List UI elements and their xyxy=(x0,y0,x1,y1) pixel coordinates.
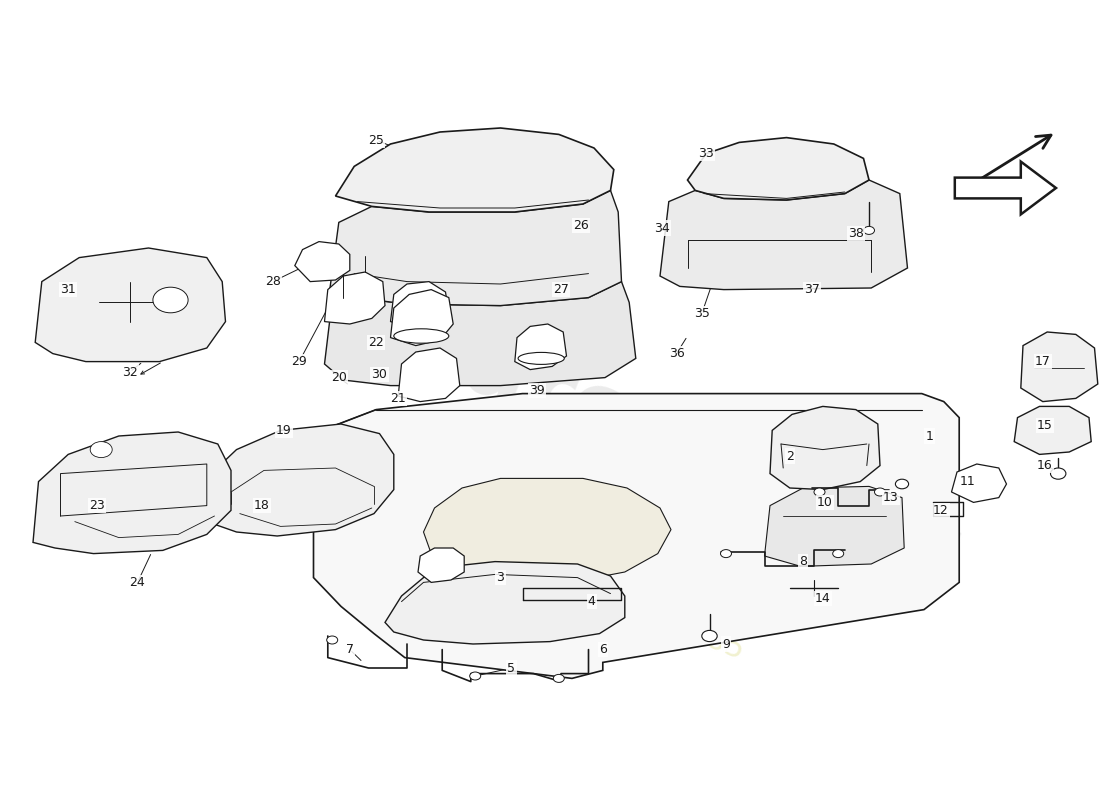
Polygon shape xyxy=(955,162,1056,214)
Polygon shape xyxy=(314,394,959,678)
Polygon shape xyxy=(33,432,231,554)
Polygon shape xyxy=(660,180,908,290)
Text: 14: 14 xyxy=(815,592,830,605)
Text: 19: 19 xyxy=(276,424,292,437)
Text: 1: 1 xyxy=(925,430,934,442)
Text: 36: 36 xyxy=(669,347,684,360)
Text: 2: 2 xyxy=(785,450,794,462)
Text: 7: 7 xyxy=(345,643,354,656)
Circle shape xyxy=(864,226,874,234)
Ellipse shape xyxy=(518,352,564,364)
Text: 26: 26 xyxy=(573,219,588,232)
Text: 17: 17 xyxy=(1035,355,1050,368)
Text: 34: 34 xyxy=(654,222,670,234)
Circle shape xyxy=(553,674,564,682)
Text: 29: 29 xyxy=(292,355,307,368)
Text: 32: 32 xyxy=(122,366,138,378)
Text: 9: 9 xyxy=(722,638,730,650)
Text: 23: 23 xyxy=(89,499,104,512)
Polygon shape xyxy=(390,282,449,326)
Polygon shape xyxy=(418,548,464,582)
Text: 4: 4 xyxy=(587,595,596,608)
Text: eurospares: eurospares xyxy=(388,294,976,602)
Text: 15: 15 xyxy=(1037,419,1053,432)
Circle shape xyxy=(470,672,481,680)
Polygon shape xyxy=(515,324,566,370)
Circle shape xyxy=(720,550,732,558)
Circle shape xyxy=(702,630,717,642)
Text: 20: 20 xyxy=(331,371,346,384)
Polygon shape xyxy=(1021,332,1098,402)
Text: 21: 21 xyxy=(390,392,406,405)
Text: 3: 3 xyxy=(496,571,505,584)
Text: 11: 11 xyxy=(960,475,976,488)
Circle shape xyxy=(90,442,112,458)
Polygon shape xyxy=(385,562,625,644)
Text: 16: 16 xyxy=(1037,459,1053,472)
Circle shape xyxy=(833,550,844,558)
Polygon shape xyxy=(330,190,622,306)
Text: 33: 33 xyxy=(698,147,714,160)
Polygon shape xyxy=(424,478,671,580)
Text: 27: 27 xyxy=(553,283,569,296)
Polygon shape xyxy=(390,290,453,346)
Polygon shape xyxy=(295,242,350,282)
Circle shape xyxy=(327,636,338,644)
Polygon shape xyxy=(1014,406,1091,454)
Text: 10: 10 xyxy=(817,496,833,509)
Circle shape xyxy=(814,488,825,496)
Polygon shape xyxy=(770,406,880,490)
Text: 30: 30 xyxy=(372,368,387,381)
Text: 28: 28 xyxy=(265,275,280,288)
Polygon shape xyxy=(324,272,385,324)
Text: 8: 8 xyxy=(799,555,807,568)
Polygon shape xyxy=(764,486,904,566)
Text: 13: 13 xyxy=(883,491,899,504)
Polygon shape xyxy=(952,464,1006,502)
Text: 24: 24 xyxy=(130,576,145,589)
Text: 22: 22 xyxy=(368,336,384,349)
Polygon shape xyxy=(35,248,226,362)
Text: 25: 25 xyxy=(368,134,384,146)
Circle shape xyxy=(1050,468,1066,479)
Text: a passion since 1985: a passion since 1985 xyxy=(440,518,748,666)
Polygon shape xyxy=(398,348,460,402)
Ellipse shape xyxy=(394,329,449,343)
Polygon shape xyxy=(336,128,614,212)
Circle shape xyxy=(153,287,188,313)
Text: 5: 5 xyxy=(507,662,516,674)
Text: 37: 37 xyxy=(804,283,820,296)
Text: 39: 39 xyxy=(529,384,544,397)
Text: 31: 31 xyxy=(60,283,76,296)
Polygon shape xyxy=(324,282,636,386)
Text: 12: 12 xyxy=(933,504,948,517)
Circle shape xyxy=(895,479,909,489)
Text: 35: 35 xyxy=(694,307,710,320)
Circle shape xyxy=(874,488,886,496)
Text: 38: 38 xyxy=(848,227,864,240)
Text: 6: 6 xyxy=(598,643,607,656)
Text: 18: 18 xyxy=(254,499,270,512)
Polygon shape xyxy=(207,424,394,536)
Polygon shape xyxy=(688,138,869,200)
